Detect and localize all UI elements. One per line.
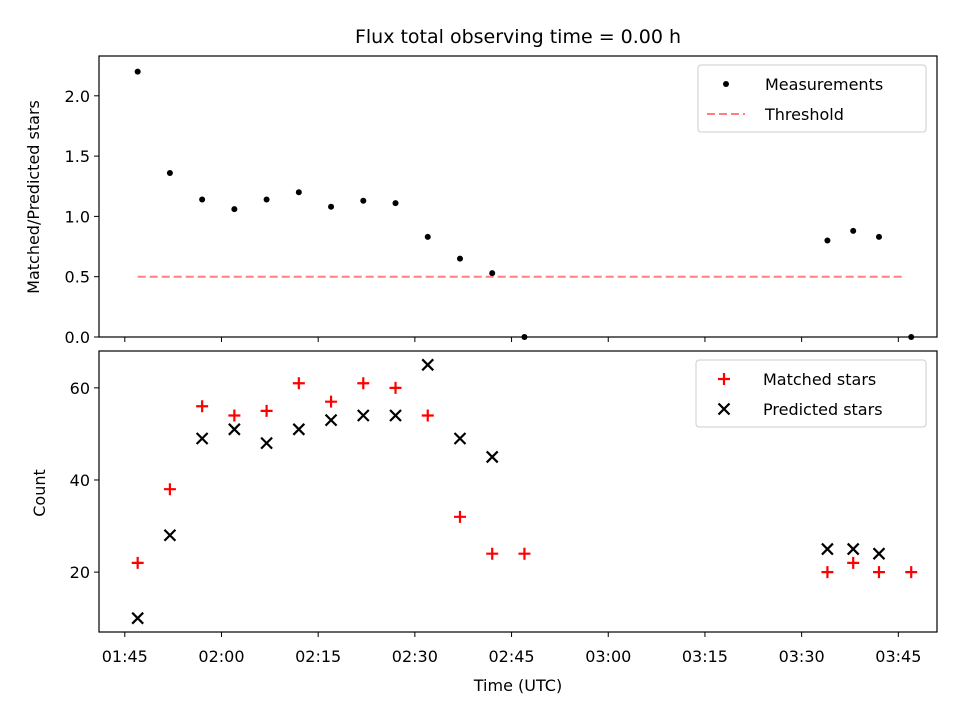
measurement-point [360,197,367,204]
measurement-point [908,334,915,340]
matched-stars-point [389,381,402,394]
predicted-stars-point [485,450,499,464]
measurement-point [521,334,528,340]
bottom-plot-frame [98,350,938,633]
top-legend-label: Threshold [764,105,844,124]
chart-title: Flux total observing time = 0.00 h [355,26,681,48]
top-plot-frame [98,55,938,338]
predicted-stars-point [389,409,402,422]
x-tick-label: 02:00 [198,647,244,666]
matched-stars-point [421,409,434,422]
top-y-axis-label: Matched/Predicted stars [24,100,43,294]
measurement-point [392,200,399,207]
x-tick-label: 03:45 [875,647,921,666]
x-tick-label: 03:15 [682,647,728,666]
measurement-point [263,196,270,203]
x-tick-label: 01:45 [102,647,148,666]
top-panel: 0.0 0.5 1.0 1.5 2.0 Measurements Threshold [65,55,938,347]
matched-stars-point [821,566,834,579]
top-y-tick-label: 1.5 [65,147,90,166]
x-axis-label: Time (UTC) [473,676,562,695]
predicted-stars-point [260,436,273,450]
measurement-point [199,196,206,203]
x-tick-label: 03:30 [779,647,825,666]
predicted-stars-point [846,542,860,556]
predicted-stars-point [872,547,886,560]
x-tick-label: 03:00 [585,647,631,666]
measurement-point [134,68,141,75]
predicted-stars-point [292,423,306,436]
x-tick-label: 02:30 [392,647,438,666]
measurement-point [295,189,302,196]
matched-stars-point [872,566,885,579]
top-legend-box [697,64,927,133]
predicted-stars-point [131,611,144,625]
bottom-y-axis-label: Count [30,469,49,517]
matched-stars-point [325,395,338,408]
matched-stars-point [163,483,176,496]
matched-stars-point [518,547,531,560]
matched-stars-point [453,510,466,523]
bottom-y-tick-label: 60 [70,379,90,398]
bottom-y-tick-label: 20 [70,563,90,582]
matched-stars-point [228,409,241,422]
matched-stars-point [486,547,499,560]
top-y-tick-label: 0.5 [65,268,90,287]
measurement-point [166,169,173,176]
top-y-tick-label: 1.0 [65,207,90,226]
predicted-stars-point [324,413,338,427]
matched-stars-point [131,556,144,569]
predicted-stars-point [453,432,467,445]
bottom-y-tick-label: 40 [70,471,90,490]
matched-stars-point [357,377,370,390]
predicted-stars-point [821,542,834,556]
bottom-legend-box [695,359,927,428]
bottom-legend-label: Predicted stars [763,400,883,419]
measurement-point [489,270,496,277]
top-y-tick-label: 0.0 [65,328,90,347]
matched-stars-point [847,556,860,569]
top-legend-label: Measurements [765,75,883,94]
measurement-point [875,233,882,240]
predicted-stars-point [163,528,177,542]
matched-stars-point [292,377,305,390]
x-tick-label: 02:15 [295,647,341,666]
legend-marker-predicted [717,402,731,416]
matched-stars-point [905,566,918,579]
x-tick-label: 02:45 [488,647,534,666]
matched-stars-point [260,404,273,417]
predicted-stars-point [357,409,370,422]
top-y-tick-label: 2.0 [65,87,90,106]
measurement-point [328,203,335,210]
predicted-stars-point [421,358,435,372]
measurement-point [424,233,431,240]
measurement-point [456,255,463,262]
legend-marker-measurements [723,81,729,87]
predicted-stars-point [195,432,209,445]
measurement-point [231,206,238,213]
bottom-legend-label: Matched stars [763,370,876,389]
matched-stars-point [196,400,209,413]
measurement-point [824,237,831,244]
predicted-stars-point [228,423,241,436]
measurement-point [850,227,857,234]
legend-marker-matched [718,373,730,385]
bottom-panel: 20 40 60 01:45 02:00 02:15 02:30 02:45 03:00 03:1… [70,350,938,666]
